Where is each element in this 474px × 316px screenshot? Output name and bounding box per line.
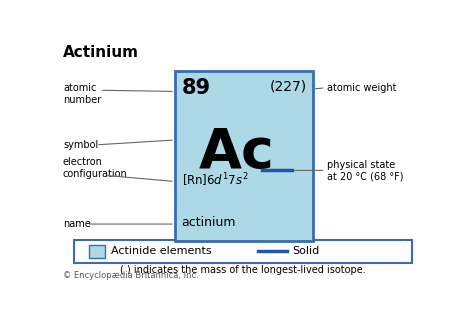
Bar [89,245,105,258]
Text: Ac: Ac [199,125,275,179]
Bar [175,71,313,241]
Text: ( ) indicates the mass of the longest-lived isotope.: ( ) indicates the mass of the longest-li… [120,265,366,276]
Text: physical state
at 20 °C (68 °F): physical state at 20 °C (68 °F) [328,160,404,181]
Text: electron
configuration: electron configuration [63,157,128,179]
Text: © Encyclopædia Britannica, Inc.: © Encyclopædia Britannica, Inc. [63,271,199,280]
Text: Solid: Solid [292,246,320,256]
Text: $\mathregular{[Rn]6}d^17s^2$: $\mathregular{[Rn]6}d^17s^2$ [182,171,248,189]
Text: Actinium: Actinium [63,45,139,60]
Text: 89: 89 [182,78,211,98]
Text: actinium: actinium [182,216,236,229]
Text: atomic
number: atomic number [63,83,101,105]
Text: Actinide elements: Actinide elements [110,246,211,256]
Text: atomic weight: atomic weight [328,83,397,93]
Text: symbol: symbol [63,140,98,150]
Bar [74,240,412,263]
Text: (227): (227) [270,79,307,93]
Text: name: name [63,219,91,229]
